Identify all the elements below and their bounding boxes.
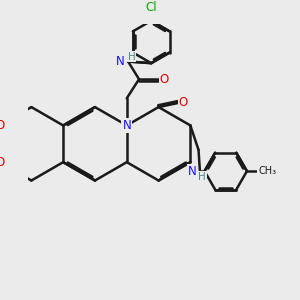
Text: CH₃: CH₃ <box>258 166 276 176</box>
Text: O: O <box>0 119 4 132</box>
Text: N: N <box>116 55 125 68</box>
Text: O: O <box>160 73 169 86</box>
Text: H: H <box>198 172 206 182</box>
Text: N: N <box>122 119 131 132</box>
Text: Cl: Cl <box>146 2 157 14</box>
Text: N: N <box>188 165 197 178</box>
Text: O: O <box>179 96 188 110</box>
Text: O: O <box>0 156 4 169</box>
Text: H: H <box>128 52 135 61</box>
